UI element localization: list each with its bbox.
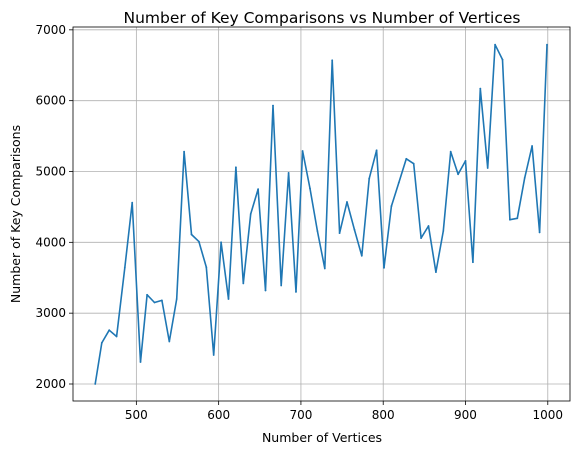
data-point [494, 43, 496, 46]
data-point [360, 254, 363, 257]
data-point [257, 188, 259, 191]
data-point [242, 282, 245, 285]
data-point [353, 228, 356, 231]
data-point [205, 266, 208, 268]
data-point [100, 342, 103, 344]
data-point [531, 145, 533, 147]
x-axis-ticks: 500 600 700 800 900 1000 [125, 401, 563, 422]
data-point [501, 58, 504, 61]
data-point [479, 87, 482, 90]
data-point [405, 157, 408, 160]
data-point [249, 213, 252, 215]
data-points [94, 43, 548, 385]
data-point [153, 301, 156, 304]
data-point [368, 177, 371, 180]
data-point [168, 340, 171, 343]
y-axis-ticks: 2000 3000 4000 5000 6000 7000 [35, 23, 73, 391]
data-point [190, 233, 193, 236]
data-point [212, 354, 215, 356]
data-point [427, 225, 430, 227]
data-point [323, 267, 326, 270]
data-point [346, 201, 348, 203]
data-point [390, 205, 393, 208]
data-point [412, 162, 415, 165]
x-tick-label: 600 [207, 408, 230, 422]
data-point [331, 59, 334, 62]
data-point [131, 201, 134, 204]
x-tick-label: 500 [125, 408, 148, 422]
data-point [509, 218, 511, 221]
y-tick-label: 4000 [35, 235, 66, 249]
data-point [115, 335, 118, 338]
data-point [264, 289, 267, 292]
data-point [146, 293, 149, 296]
data-point [472, 261, 474, 264]
data-point [464, 160, 467, 162]
data-point [175, 298, 178, 300]
data-point [383, 266, 385, 269]
data-point [375, 149, 378, 152]
y-axis-label: Number of Key Comparisons [8, 125, 23, 303]
data-point [449, 150, 452, 153]
data-point [198, 240, 200, 243]
x-axis-label: Number of Vertices [262, 430, 382, 445]
data-point [435, 271, 437, 273]
chart-title: Number of Key Comparisons vs Number of V… [124, 9, 521, 27]
x-tick-label: 800 [372, 408, 395, 422]
data-point [546, 43, 548, 46]
x-tick-label: 700 [289, 408, 312, 422]
y-tick-label: 2000 [35, 377, 66, 391]
data-point [397, 181, 400, 184]
data-point [235, 166, 237, 169]
data-point [523, 177, 526, 179]
data-point [287, 172, 290, 174]
data-point [295, 291, 297, 293]
y-tick-label: 6000 [35, 94, 66, 108]
series-line [94, 43, 548, 385]
y-tick-label: 3000 [35, 306, 66, 320]
data-point [227, 298, 230, 300]
data-point [538, 231, 541, 234]
x-tick-label: 900 [454, 408, 477, 422]
plot-frame [72, 26, 571, 402]
data-point [139, 361, 142, 363]
data-point [486, 167, 489, 169]
data-point [442, 230, 445, 232]
data-point [280, 284, 283, 287]
data-point [301, 150, 304, 152]
y-tick-label: 7000 [35, 23, 66, 37]
data-point [161, 299, 163, 302]
data-point [183, 150, 186, 153]
data-point [316, 230, 319, 232]
y-tick-label: 5000 [35, 165, 66, 179]
data-point [420, 237, 422, 240]
data-point [309, 187, 311, 190]
data-point [108, 329, 111, 332]
data-point [123, 266, 126, 269]
data-point [457, 173, 459, 176]
data-point [272, 104, 274, 107]
grid-lines [73, 27, 570, 401]
data-point [516, 217, 519, 220]
data-point [220, 241, 223, 244]
x-tick-label: 1000 [533, 408, 564, 422]
data-point [94, 383, 97, 385]
data-point [338, 232, 341, 235]
